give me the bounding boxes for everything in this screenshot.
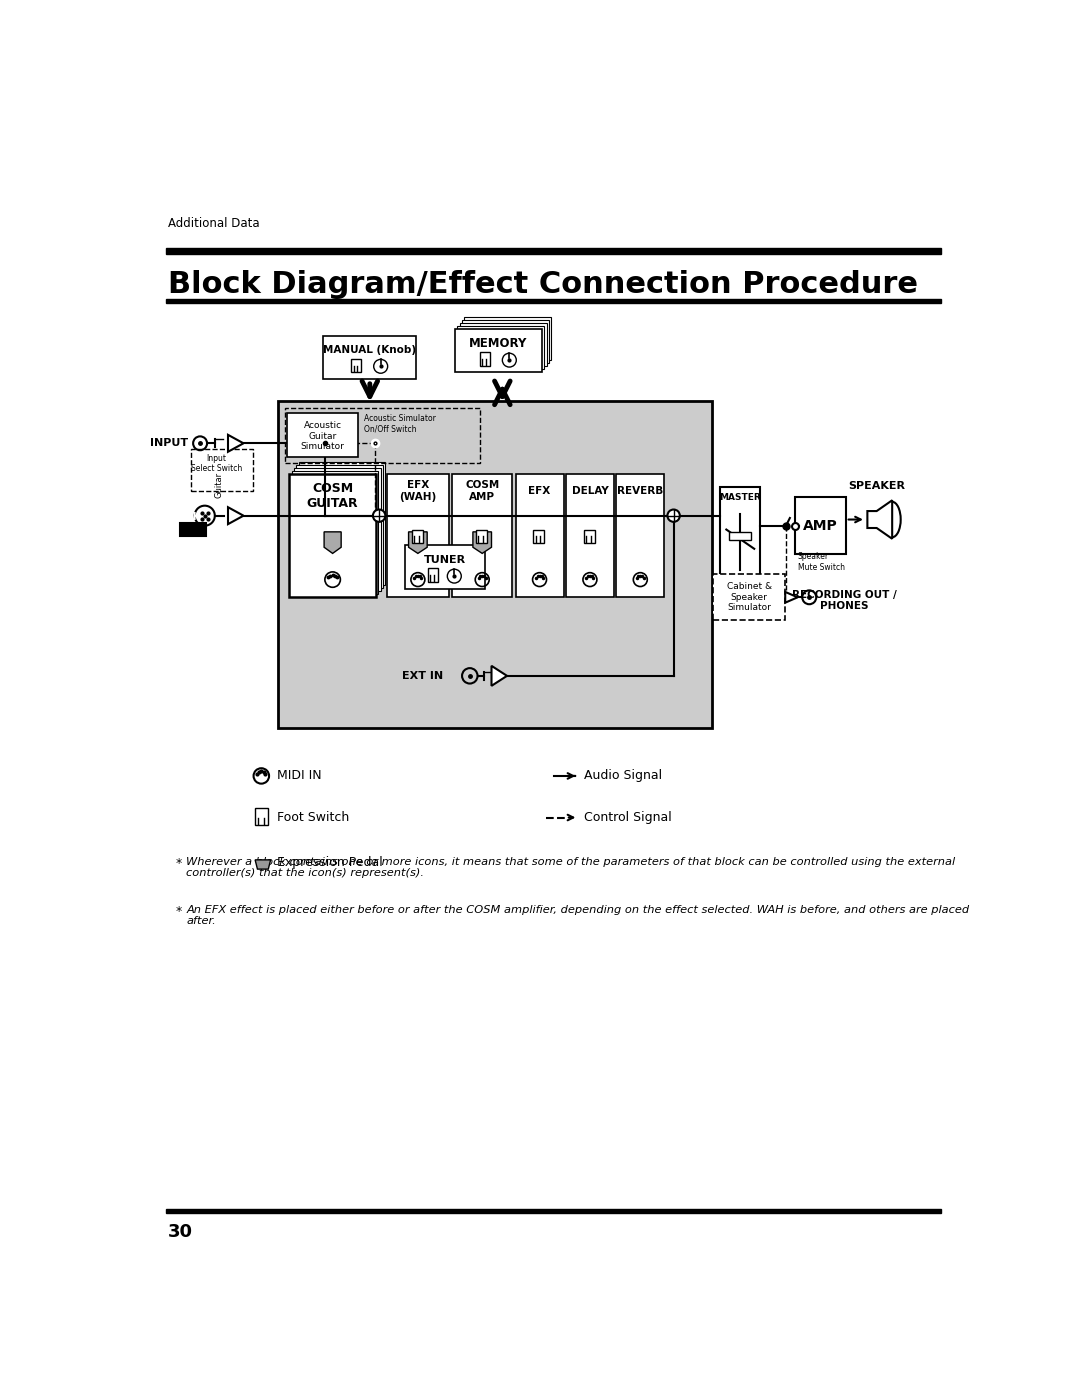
Polygon shape — [228, 507, 243, 524]
FancyBboxPatch shape — [292, 471, 378, 594]
Text: TUNER: TUNER — [424, 555, 467, 564]
Text: Control Signal: Control Signal — [584, 812, 672, 824]
Text: AMP: AMP — [804, 518, 838, 532]
FancyBboxPatch shape — [351, 359, 362, 373]
Text: Audio Signal: Audio Signal — [584, 770, 663, 782]
Polygon shape — [491, 666, 507, 686]
FancyBboxPatch shape — [411, 529, 422, 543]
Text: GK: GK — [186, 529, 201, 539]
Polygon shape — [408, 532, 428, 553]
Circle shape — [667, 510, 679, 522]
Text: Acoustic
Guitar
Simulator: Acoustic Guitar Simulator — [300, 422, 345, 451]
FancyBboxPatch shape — [279, 401, 713, 728]
FancyBboxPatch shape — [323, 335, 416, 379]
FancyBboxPatch shape — [464, 317, 551, 360]
FancyBboxPatch shape — [713, 574, 785, 620]
Polygon shape — [255, 861, 271, 869]
Text: COSM
GUITAR: COSM GUITAR — [307, 482, 359, 510]
FancyBboxPatch shape — [387, 474, 449, 598]
FancyBboxPatch shape — [255, 809, 268, 826]
Text: MIDI IN: MIDI IN — [276, 770, 322, 782]
FancyBboxPatch shape — [476, 529, 487, 543]
Text: *: * — [175, 856, 181, 870]
FancyBboxPatch shape — [294, 468, 380, 591]
Text: Block Diagram/Effect Connection Procedure: Block Diagram/Effect Connection Procedur… — [167, 270, 918, 299]
Text: REVERB: REVERB — [617, 486, 663, 496]
Text: Speaker
Mute Switch: Speaker Mute Switch — [798, 552, 845, 571]
Text: Input
Select Switch: Input Select Switch — [191, 454, 242, 474]
FancyBboxPatch shape — [515, 474, 564, 598]
FancyBboxPatch shape — [617, 474, 664, 598]
Text: *: * — [175, 904, 181, 918]
FancyBboxPatch shape — [405, 545, 485, 588]
Polygon shape — [785, 592, 798, 602]
Text: MANUAL (Knob): MANUAL (Knob) — [323, 345, 417, 355]
Text: An EFX effect is placed either before or after the COSM amplifier, depending on : An EFX effect is placed either before or… — [186, 904, 969, 926]
Text: MASTER: MASTER — [719, 493, 761, 503]
FancyBboxPatch shape — [795, 497, 846, 555]
FancyBboxPatch shape — [462, 320, 549, 363]
Text: INPUT: INPUT — [149, 439, 188, 448]
Polygon shape — [228, 434, 243, 451]
Polygon shape — [473, 532, 491, 553]
Bar — [166, 1210, 941, 1214]
FancyBboxPatch shape — [729, 532, 751, 539]
Circle shape — [373, 510, 386, 522]
Text: COSM
AMP: COSM AMP — [465, 481, 499, 502]
Text: Expression Pedal: Expression Pedal — [276, 856, 382, 869]
Polygon shape — [867, 500, 892, 539]
Text: DELAY: DELAY — [571, 486, 608, 496]
FancyBboxPatch shape — [566, 474, 613, 598]
Text: Foot Switch: Foot Switch — [276, 812, 349, 824]
FancyBboxPatch shape — [583, 529, 595, 543]
FancyBboxPatch shape — [534, 529, 544, 543]
Text: Acoustic Simulator
On/Off Switch: Acoustic Simulator On/Off Switch — [364, 414, 435, 433]
FancyBboxPatch shape — [480, 352, 490, 366]
Bar — [166, 249, 941, 254]
FancyBboxPatch shape — [458, 327, 544, 369]
Polygon shape — [324, 532, 341, 553]
Text: EFX
(WAH): EFX (WAH) — [400, 481, 436, 502]
FancyBboxPatch shape — [298, 462, 386, 585]
FancyBboxPatch shape — [296, 465, 383, 588]
FancyBboxPatch shape — [460, 323, 546, 366]
Text: EXT IN: EXT IN — [402, 671, 443, 680]
Text: RECORDING OUT /
PHONES: RECORDING OUT / PHONES — [792, 590, 896, 610]
Text: GK: GK — [186, 513, 201, 522]
FancyBboxPatch shape — [180, 524, 206, 535]
Text: SPEAKER: SPEAKER — [848, 482, 905, 492]
FancyBboxPatch shape — [720, 488, 760, 576]
Text: Guitar: Guitar — [214, 472, 224, 497]
FancyBboxPatch shape — [289, 474, 376, 598]
FancyBboxPatch shape — [428, 569, 438, 583]
Bar — [166, 299, 941, 303]
Text: 30: 30 — [167, 1222, 192, 1241]
Text: Wherever a block contains one or more icons, it means that some of the parameter: Wherever a block contains one or more ic… — [186, 856, 956, 879]
Text: EFX: EFX — [528, 486, 551, 496]
FancyBboxPatch shape — [287, 412, 359, 457]
Text: MEMORY: MEMORY — [470, 338, 528, 351]
Text: Cabinet &
Speaker
Simulator: Cabinet & Speaker Simulator — [727, 583, 772, 612]
FancyBboxPatch shape — [451, 474, 512, 598]
FancyBboxPatch shape — [455, 330, 542, 373]
Text: Additional Data: Additional Data — [167, 217, 259, 229]
